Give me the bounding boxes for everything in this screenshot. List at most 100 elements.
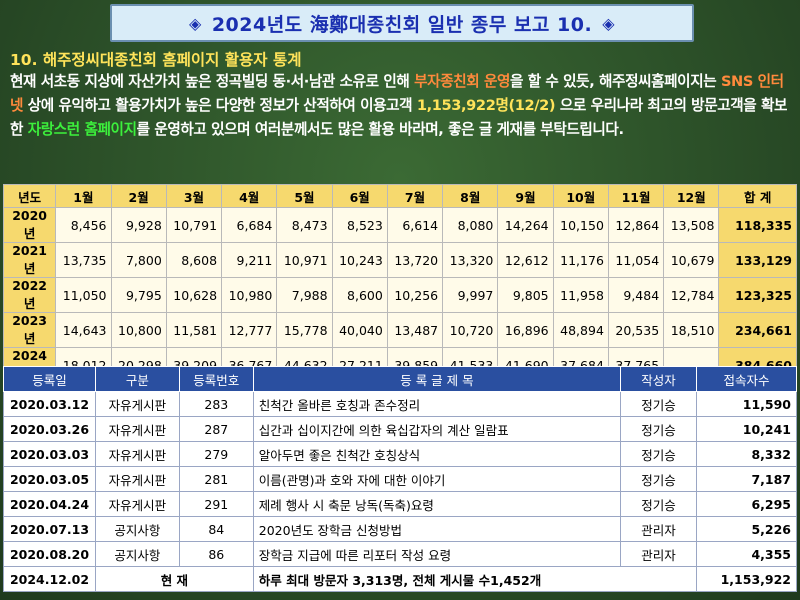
- stats-month-cell: 6,614: [386, 207, 444, 243]
- summary-row: 2024.12.02 현 재 하루 최대 방문자 3,313명, 전체 게시물 수1…: [3, 566, 797, 592]
- stats-month-cell: 10,256: [386, 277, 444, 313]
- post-category-cell: 자유게시판: [94, 416, 180, 442]
- post-views-cell: 7,187: [696, 466, 797, 492]
- stats-month-cell: 13,735: [55, 242, 112, 278]
- post-row[interactable]: 2020.08.20 공지사항 86 장학금 지급에 따른 리포터 작성 요령 관리자 4…: [3, 541, 797, 567]
- stats-month-cell: 11,054: [607, 242, 665, 278]
- post-row[interactable]: 2020.03.05 자유게시판 281 이름(관명)과 호와 자에 대한 이야기 정기…: [3, 466, 797, 492]
- post-row[interactable]: 2020.03.03 자유게시판 279 알아두면 좋은 친척간 호칭상식 정기승 8,3…: [3, 441, 797, 467]
- stats-month-cell: 12,784: [663, 277, 720, 313]
- diamond-icon-right: ◈: [602, 13, 615, 33]
- diamond-icon-left: ◈: [189, 13, 202, 33]
- post-views-cell: 8,332: [696, 441, 797, 467]
- post-row[interactable]: 2020.04.24 자유게시판 291 제례 행사 시 축문 낭독(독축)요령 정기승…: [3, 491, 797, 517]
- para-highlight-rich-clan: 부자종친회 운영: [414, 73, 511, 90]
- para-text-1: 현재 서초동 지상에 자산가치 높은 정곡빌딩 동·서·남관 소유로 인해: [10, 73, 415, 90]
- title-banner: ◈ 2024년도 海鄭대종친회 일반 종무 보고 10. ◈: [110, 4, 694, 42]
- post-views-cell: 10,241: [696, 416, 797, 442]
- post-category-cell: 공지사항: [94, 516, 180, 542]
- post-author-cell: 정기승: [620, 391, 697, 417]
- stats-month-cell: 10,628: [165, 277, 223, 313]
- post-category-cell: 자유게시판: [94, 441, 180, 467]
- stats-month-cell: 48,894: [552, 312, 609, 348]
- stats-month-cell: 10,150: [552, 207, 609, 243]
- post-views-cell: 5,226: [696, 516, 797, 542]
- stats-month-cell: 12,864: [607, 207, 665, 243]
- stats-month-cell: 18,510: [663, 312, 720, 348]
- post-author-cell: 정기승: [620, 441, 697, 467]
- stats-header-cell: 12월: [663, 184, 720, 208]
- post-author-cell: 정기승: [620, 466, 697, 492]
- post-number-cell: 86: [178, 541, 254, 567]
- post-title-link[interactable]: 십간과 십이지간에 의한 육십갑자의 계산 일람표: [252, 416, 622, 442]
- stats-month-cell: 8,523: [331, 207, 388, 243]
- stats-month-cell: 6,684: [221, 207, 278, 243]
- stats-header-row: 년도 1월 2월 3월 4월 5월 6월 7월 8월 9월 10월 11월 12월 합 계: [2, 184, 797, 208]
- stats-month-cell: 8,608: [165, 242, 223, 278]
- post-title-link[interactable]: 알아두면 좋은 친척간 호칭상식: [252, 441, 622, 467]
- stats-month-cell: 20,535: [607, 312, 665, 348]
- stats-total-cell: 133,129: [718, 242, 797, 278]
- posts-header-cell: 접속자수: [696, 366, 797, 392]
- post-date-cell: 2020.03.05: [3, 466, 96, 492]
- post-category-cell: 자유게시판: [94, 391, 180, 417]
- post-date-cell: 2020.03.12: [3, 391, 96, 417]
- post-row[interactable]: 2020.03.26 자유게시판 287 십간과 십이지간에 의한 육십갑자의 계산 …: [3, 416, 797, 442]
- popular-posts-table: 등록일 구분 등록번호 등 록 글 제 목 작성자 접속자수 2020.03.12 자유게시…: [3, 366, 797, 592]
- stats-row: 2022년 11,050 9,795 10,628 10,980 7,988 8,600 10…: [2, 277, 797, 313]
- stats-month-cell: 11,176: [552, 242, 609, 278]
- posts-header-cell: 작성자: [620, 366, 697, 392]
- posts-header-cell: 등록번호: [178, 366, 254, 392]
- stats-header-cell: 2월: [110, 184, 167, 208]
- post-category-cell: 공지사항: [94, 541, 180, 567]
- stats-year-cell: 2022년: [2, 277, 57, 313]
- stats-month-cell: 9,997: [442, 277, 499, 313]
- post-date-cell: 2020.04.24: [3, 491, 96, 517]
- stats-month-cell: 8,600: [331, 277, 388, 313]
- stats-month-cell: 9,805: [497, 277, 554, 313]
- stats-month-cell: 7,988: [276, 277, 333, 313]
- post-title-link[interactable]: 친척간 올바른 호칭과 존수정리: [252, 391, 622, 417]
- post-views-cell: 6,295: [696, 491, 797, 517]
- stats-year-cell: 2020년: [2, 207, 57, 243]
- stats-month-cell: 10,720: [442, 312, 499, 348]
- stats-month-cell: 9,484: [607, 277, 665, 313]
- stats-header-cell: 8월: [442, 184, 499, 208]
- stats-month-cell: 40,040: [331, 312, 388, 348]
- post-number-cell: 281: [178, 466, 254, 492]
- stats-month-cell: 10,791: [165, 207, 223, 243]
- post-views-cell: 4,355: [696, 541, 797, 567]
- post-row[interactable]: 2020.07.13 공지사항 84 2020년도 장학금 신청방법 관리자 5,226: [3, 516, 797, 542]
- stats-month-cell: 14,264: [497, 207, 554, 243]
- stats-header-cell: 1월: [55, 184, 112, 208]
- post-title-link[interactable]: 이름(관명)과 호와 자에 대한 이야기: [252, 466, 622, 492]
- post-number-cell: 291: [178, 491, 254, 517]
- stats-header-cell: 5월: [276, 184, 333, 208]
- post-number-cell: 283: [178, 391, 254, 417]
- stats-year-cell: 2023년: [2, 312, 57, 348]
- para-highlight-visitors: 1,153,922명(12/2): [416, 97, 556, 114]
- stats-month-cell: 15,778: [276, 312, 333, 348]
- para-highlight-proud-homepage: 자랑스런 홈페이지: [27, 121, 137, 138]
- post-number-cell: 287: [178, 416, 254, 442]
- para-text-2: 을 할 수 있듯, 해주정씨홈페이지는: [510, 73, 721, 90]
- stats-month-cell: 7,800: [110, 242, 167, 278]
- stats-month-cell: 11,958: [552, 277, 609, 313]
- stats-total-cell: 234,661: [718, 312, 797, 348]
- stats-month-cell: 13,320: [442, 242, 499, 278]
- banner-title: 2024년도 海鄭대종친회 일반 종무 보고 10.: [211, 13, 593, 36]
- post-title-link[interactable]: 2020년도 장학금 신청방법: [252, 516, 622, 542]
- post-date-cell: 2020.07.13: [3, 516, 96, 542]
- post-row[interactable]: 2020.03.12 자유게시판 283 친척간 올바른 호칭과 존수정리 정기승 11,…: [3, 391, 797, 417]
- stats-header-cell: 7월: [386, 184, 444, 208]
- post-title-link[interactable]: 장학금 지급에 따른 리포터 작성 요령: [252, 541, 622, 567]
- stats-total-cell: 123,325: [718, 277, 797, 313]
- stats-header-cell: 6월: [331, 184, 388, 208]
- stats-year-cell: 2021년: [2, 242, 57, 278]
- stats-header-cell: 9월: [497, 184, 554, 208]
- summary-text-cell: 하루 최대 방문자 3,313명, 전체 게시물 수1,452개: [252, 566, 698, 592]
- post-title-link[interactable]: 제례 행사 시 축문 낭독(독축)요령: [252, 491, 622, 517]
- posts-header-cell: 구분: [94, 366, 180, 392]
- stats-month-cell: 8,456: [55, 207, 112, 243]
- summary-label-cell: 현 재: [94, 566, 254, 592]
